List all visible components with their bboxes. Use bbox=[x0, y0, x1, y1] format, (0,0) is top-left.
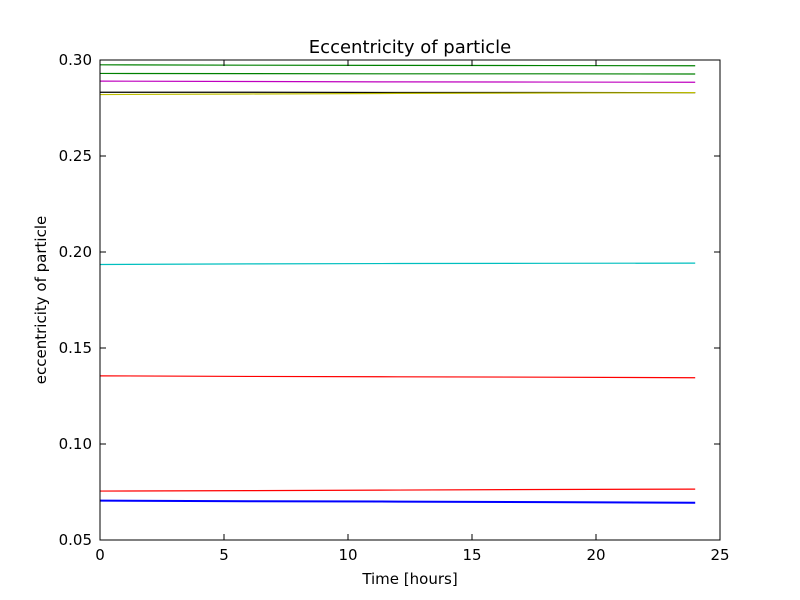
plot-frame bbox=[99, 59, 721, 541]
y-tick-label: 0.15 bbox=[59, 339, 92, 357]
y-tick-label: 0.05 bbox=[59, 531, 92, 549]
y-tick-label: 0.20 bbox=[59, 243, 92, 261]
series-line-6 bbox=[99, 262, 696, 266]
y-tick-label: 0.30 bbox=[59, 51, 92, 69]
series-line-2 bbox=[99, 92, 696, 96]
x-tick-label: 5 bbox=[219, 546, 229, 564]
x-axis-label: Time [hours] bbox=[361, 570, 457, 588]
y-tick-label: 0.25 bbox=[59, 147, 92, 165]
series-line-5 bbox=[99, 64, 696, 67]
chart-title: Eccentricity of particle bbox=[309, 37, 511, 58]
series-group bbox=[99, 64, 696, 504]
x-tick-label: 25 bbox=[710, 546, 729, 564]
y-tick-label: 0.10 bbox=[59, 435, 92, 453]
x-tick-label: 0 bbox=[95, 546, 105, 564]
series-line-8 bbox=[99, 488, 696, 492]
y-axis-label: eccentricity of particle bbox=[32, 216, 50, 384]
x-tick-label: 15 bbox=[462, 546, 481, 564]
x-tick-label: 20 bbox=[586, 546, 605, 564]
x-axis-ticks: 0 5 10 15 20 25 bbox=[95, 60, 730, 564]
series-line-3 bbox=[99, 80, 696, 83]
series-line-9 bbox=[99, 499, 696, 504]
x-tick-label: 10 bbox=[338, 546, 357, 564]
series-line-4 bbox=[99, 72, 696, 75]
y-axis-ticks: 0.05 0.10 0.15 0.20 0.25 0.30 bbox=[59, 51, 720, 549]
series-line-7 bbox=[99, 375, 696, 379]
